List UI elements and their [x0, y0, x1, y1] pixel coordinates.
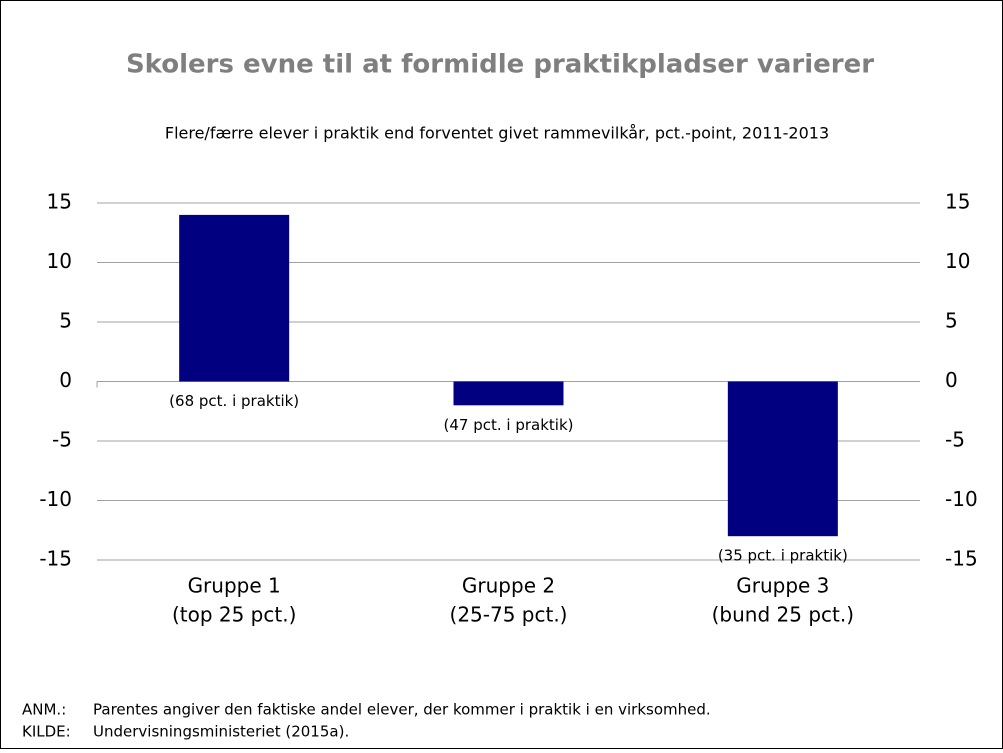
y-tick-label: 0 [59, 368, 72, 392]
x-tick-label: (top 25 pct.) [172, 603, 296, 627]
note-label: KILDE: [22, 723, 71, 741]
chart-title: Skolers evne til at formidle praktikplad… [126, 50, 874, 80]
y-tick-label: 15 [47, 190, 72, 214]
y2-tick-label: 5 [945, 309, 958, 333]
bar-note: (35 pct. i praktik) [718, 547, 848, 565]
x-tick-label: (bund 25 pct.) [712, 603, 854, 627]
note-text: Undervisningsministeriet (2015a). [93, 723, 349, 741]
y-tick-label: 5 [59, 309, 72, 333]
note-label: ANM.: [22, 701, 66, 719]
y2-tick-label: 15 [945, 190, 970, 214]
y2-tick-label: -15 [945, 547, 978, 571]
bar [453, 381, 564, 406]
y-tick-label: 10 [47, 249, 72, 273]
x-tick-label: Gruppe 2 [462, 574, 555, 598]
y2-tick-label: -10 [945, 487, 978, 511]
y2-tick-label: 0 [945, 368, 958, 392]
bar [727, 381, 838, 537]
y2-tick-label: -5 [945, 428, 965, 452]
chart-subtitle: Flere/færre elever i praktik end forvent… [165, 124, 829, 143]
note-text: Parentes angiver den faktiske andel elev… [93, 701, 711, 719]
y-tick-label: -15 [39, 547, 72, 571]
bar-note: (47 pct. i praktik) [444, 416, 574, 434]
y2-tick-label: 10 [945, 249, 970, 273]
x-tick-label: (25-75 pct.) [450, 603, 568, 627]
y-tick-label: -10 [39, 487, 72, 511]
bar-note: (68 pct. i praktik) [169, 392, 299, 410]
bar [179, 214, 290, 382]
x-tick-label: Gruppe 3 [736, 574, 829, 598]
x-tick-label: Gruppe 1 [188, 574, 281, 598]
y-tick-label: -5 [52, 428, 72, 452]
